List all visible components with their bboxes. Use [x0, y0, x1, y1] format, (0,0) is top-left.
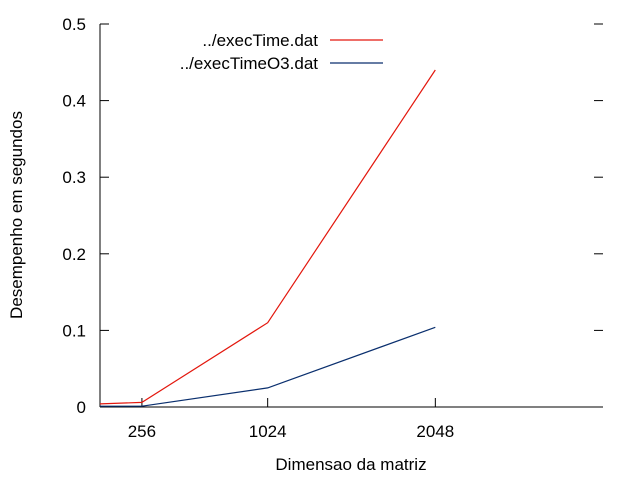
y-tick-label: 0.3 — [62, 168, 86, 187]
series-lines — [99, 69, 436, 407]
legend-label-1: ../execTime.dat — [202, 31, 318, 50]
x-axis-ticks: 256 1024 2048 — [128, 398, 454, 441]
series-line-1 — [99, 69, 436, 405]
x-tick-label: 2048 — [416, 422, 454, 441]
x-axis-label: Dimensao da matriz — [275, 455, 426, 474]
legend: ../execTime.dat ../execTimeO3.dat — [180, 31, 383, 73]
y-axis-ticks: 0 0.1 0.2 0.3 0.4 0.5 — [62, 15, 603, 417]
series-line-2 — [100, 326, 436, 407]
y-axis-label: Desempenho em segundos — [7, 111, 26, 319]
plot-frame — [99, 24, 603, 408]
y-tick-label: 0.4 — [62, 92, 86, 111]
legend-label-2: ../execTimeO3.dat — [180, 54, 319, 73]
y-tick-label: 0.5 — [62, 15, 86, 34]
y-tick-label: 0 — [77, 398, 86, 417]
y-tick-label: 0.2 — [62, 245, 86, 264]
x-tick-label: 256 — [128, 422, 156, 441]
x-tick-label: 1024 — [249, 422, 287, 441]
y-tick-label: 0.1 — [62, 321, 86, 340]
